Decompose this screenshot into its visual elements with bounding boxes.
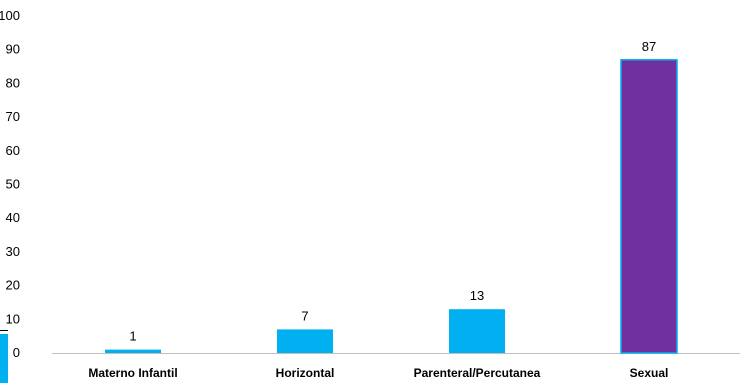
x-tick-label: Sexual xyxy=(630,366,669,380)
y-tick-label: 100 xyxy=(0,8,20,23)
y-tick-label: 60 xyxy=(6,143,20,158)
y-tick-label: 20 xyxy=(6,278,20,293)
y-tick-label: 10 xyxy=(6,311,20,326)
edge-marker xyxy=(0,330,8,383)
bar-materno-infantil xyxy=(105,349,161,353)
y-tick-label: 40 xyxy=(6,210,20,225)
y-tick-label: 90 xyxy=(6,42,20,57)
x-tick-label: Horizontal xyxy=(276,366,335,380)
x-tick-label: Parenteral/Percutanea xyxy=(414,366,541,380)
y-axis-ticks: 0 10 20 30 40 50 60 70 80 90 100 xyxy=(0,8,20,360)
y-tick-label: 70 xyxy=(6,109,20,124)
data-label: 7 xyxy=(301,308,308,323)
data-labels: 1 7 13 87 xyxy=(129,39,656,344)
data-label: 87 xyxy=(642,39,656,54)
y-tick-label: 50 xyxy=(6,177,20,192)
data-label: 1 xyxy=(129,329,136,344)
bar-sexual xyxy=(620,59,678,354)
y-tick-label: 30 xyxy=(6,244,20,259)
x-tick-label: Materno Infantil xyxy=(88,366,177,380)
y-tick-label: 0 xyxy=(13,345,20,360)
data-label: 13 xyxy=(470,288,484,303)
x-axis-category-labels: Materno Infantil Horizontal Parenteral/Per… xyxy=(88,366,668,380)
bar-horizontal xyxy=(277,329,333,353)
y-tick-label: 80 xyxy=(6,75,20,90)
bar-parenteral-percutanea xyxy=(449,309,505,353)
bars xyxy=(105,59,678,354)
